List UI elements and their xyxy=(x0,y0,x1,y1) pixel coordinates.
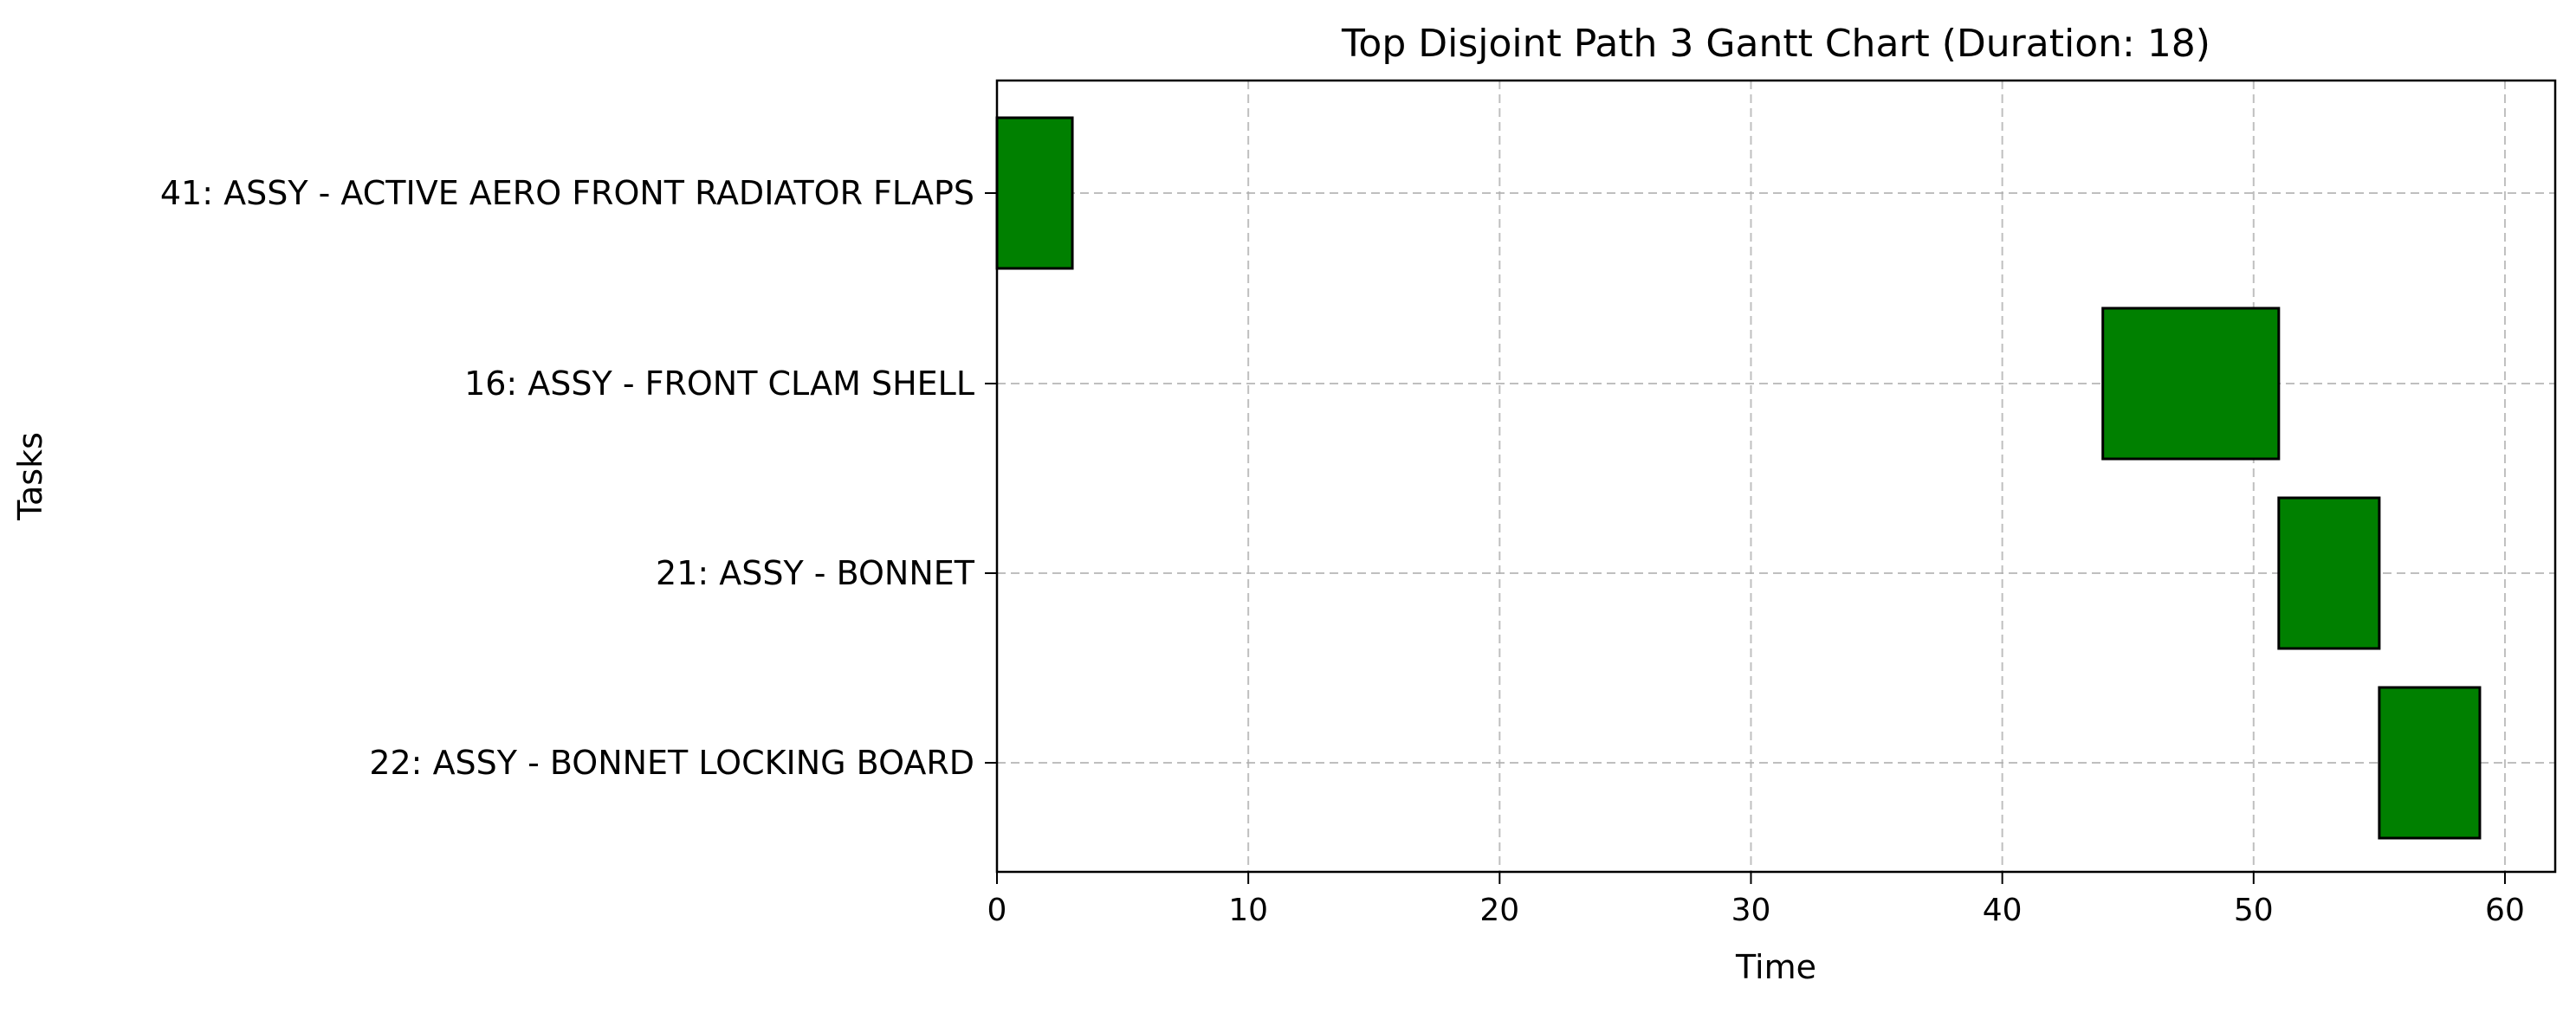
x-tick-label: 0 xyxy=(987,893,1007,928)
x-tick-label: 50 xyxy=(2234,893,2274,928)
x-tick-label: 10 xyxy=(1228,893,1268,928)
chart-title: Top Disjoint Path 3 Gantt Chart (Duratio… xyxy=(1341,22,2210,66)
x-tick-label: 60 xyxy=(2485,893,2525,928)
task-bar xyxy=(2101,306,2281,461)
x-tick-label: 20 xyxy=(1479,893,1519,928)
task-bar xyxy=(2378,686,2482,840)
y-axis-label: Tasks xyxy=(11,432,49,521)
x-axis-label: Time xyxy=(1735,948,1816,986)
x-tick-label: 30 xyxy=(1731,893,1771,928)
grid-layer xyxy=(996,81,2555,872)
bars-layer xyxy=(995,116,2482,840)
y-tick-label: 21: ASSY - BONNET xyxy=(656,554,975,592)
y-tick-label: 22: ASSY - BONNET LOCKING BOARD xyxy=(369,744,974,782)
ticks-layer: 0 10 20 30 40 50 60 41: ASSY - ACTIVE AERO FRON… xyxy=(160,174,2525,928)
y-tick-label: 16: ASSY - FRONT CLAM SHELL xyxy=(464,365,974,403)
y-tick-label: 41: ASSY - ACTIVE AERO FRONT RADIATOR FL… xyxy=(160,174,974,212)
task-bar xyxy=(2277,496,2381,650)
x-tick-label: 40 xyxy=(1983,893,2023,928)
task-bar xyxy=(995,116,1074,270)
plot-frame xyxy=(995,79,2557,874)
